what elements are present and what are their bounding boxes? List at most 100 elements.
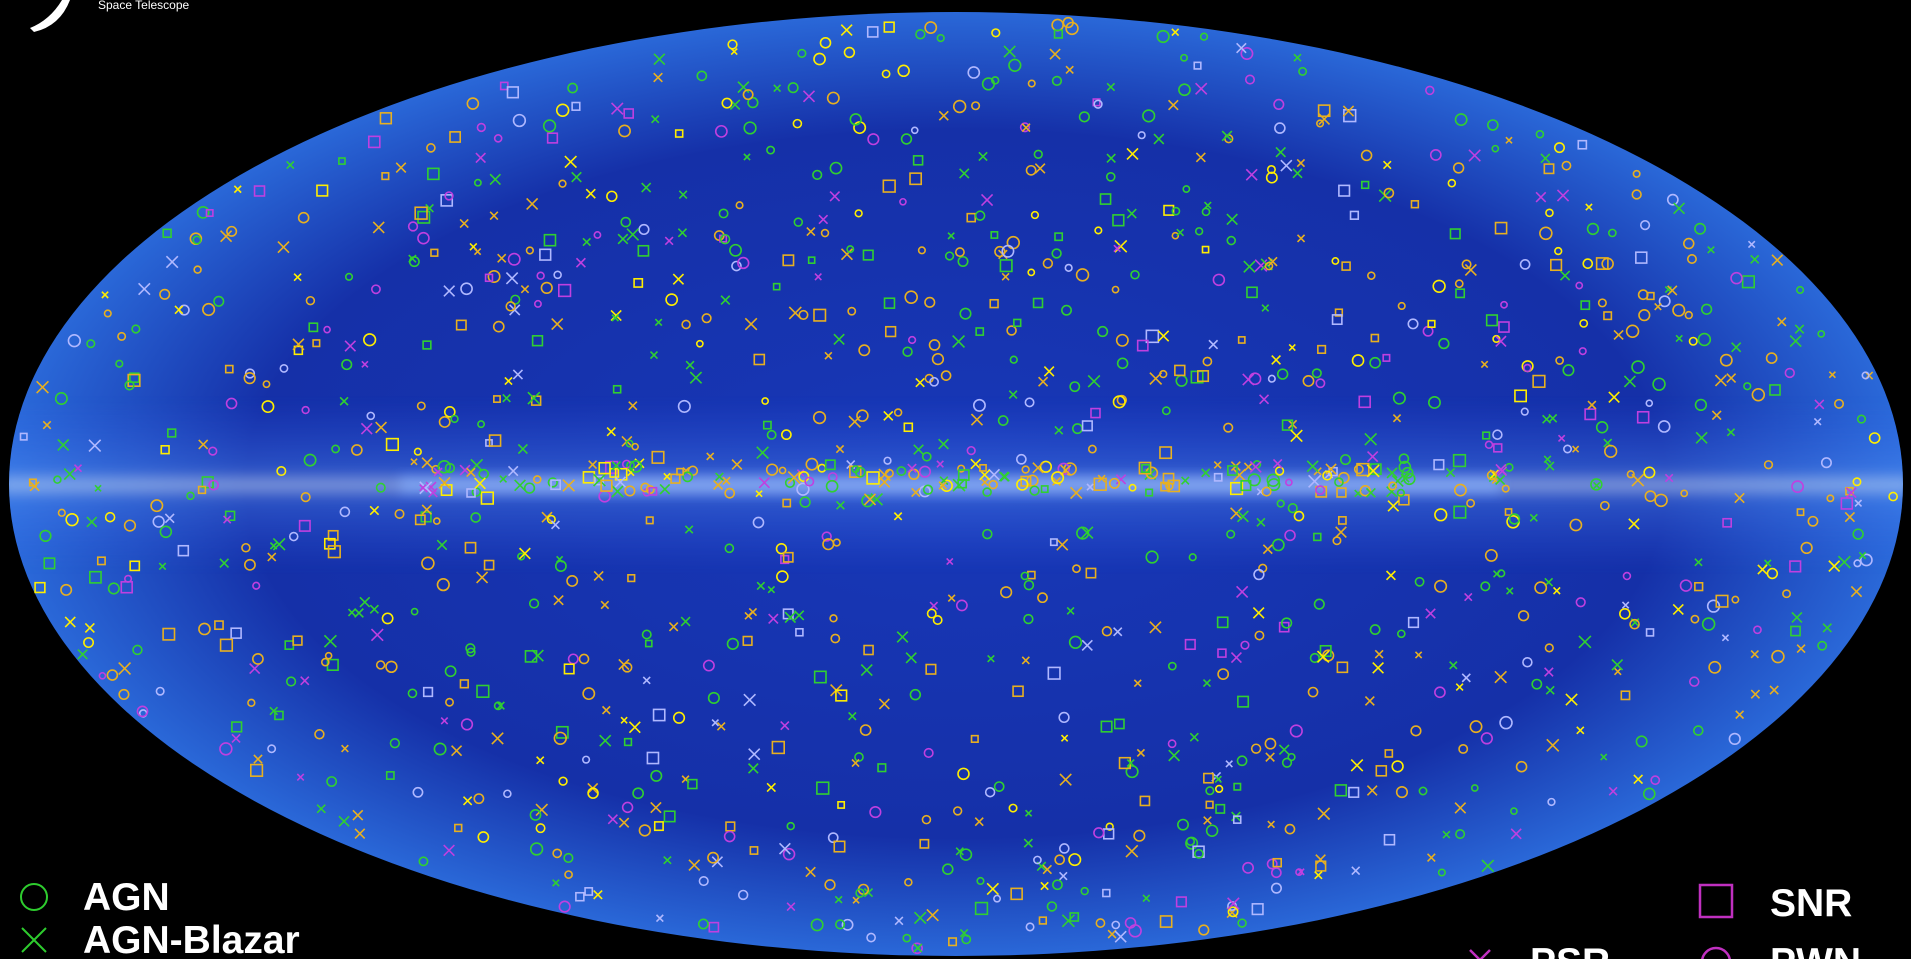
source-marker [1167,661,1177,671]
source-marker [778,466,787,475]
source-marker [476,571,489,584]
source-marker [1492,429,1503,440]
source-marker [929,376,940,387]
source-marker [820,228,830,238]
source-marker [1315,378,1326,389]
source-marker [1597,298,1607,308]
source-marker [1273,98,1285,110]
source-marker [986,882,1000,896]
source-marker [1686,254,1697,264]
source-marker [1042,864,1053,875]
source-marker [1116,394,1128,406]
source-marker [707,851,720,864]
source-marker [201,476,214,489]
source-marker [1093,477,1107,491]
source-marker [1316,650,1330,664]
source-marker [1510,828,1522,840]
source-marker [381,612,394,625]
source-marker [743,693,757,707]
source-marker [433,742,447,756]
source-marker [1854,499,1863,508]
source-marker [1205,800,1214,809]
source-marker [742,89,754,101]
source-marker [900,133,913,145]
source-marker [1102,888,1111,898]
source-marker [866,471,880,485]
source-marker [1800,541,1813,555]
source-marker [1545,461,1555,471]
source-marker [94,484,102,492]
source-marker [354,608,364,618]
source-marker [1629,618,1640,630]
source-marker [593,570,604,581]
source-marker [925,663,937,675]
source-marker [473,178,482,187]
source-marker [922,484,934,495]
source-marker [625,439,634,448]
source-marker [698,875,709,887]
source-marker [504,376,513,386]
source-marker [440,194,454,207]
source-marker [1438,337,1450,350]
source-marker [1309,652,1320,664]
source-marker [1367,450,1379,463]
source-marker [1387,500,1400,512]
source-marker [375,660,386,670]
source-marker [894,916,904,926]
source-marker [535,803,549,817]
source-marker [83,637,95,649]
source-marker [588,460,598,470]
source-marker [1414,576,1425,587]
source-marker [1646,291,1655,301]
source-marker [124,380,135,391]
source-marker [162,627,176,641]
source-marker [1221,130,1233,142]
logo-text: Space Telescope [98,0,190,12]
source-marker [633,277,644,288]
source-marker [1280,617,1293,629]
source-marker [1047,666,1061,680]
source-marker [214,620,224,631]
source-marker [833,840,846,853]
source-marker [1240,640,1250,650]
legend-icon-psr [1469,949,1491,959]
source-marker [797,48,807,59]
source-marker [651,450,665,464]
source-marker [1500,300,1508,309]
source-marker [812,169,823,180]
source-marker [1202,356,1213,367]
source-marker [1315,854,1326,865]
source-marker [1366,464,1380,478]
source-marker [412,786,424,798]
source-marker [338,815,350,827]
source-marker [1030,210,1040,220]
source-marker [1452,162,1465,174]
source-marker [1233,782,1242,791]
source-marker [1289,724,1303,738]
source-marker [1087,444,1097,454]
source-marker [855,888,865,898]
source-marker [1453,505,1467,519]
source-marker [776,570,789,583]
source-marker [327,545,341,559]
source-marker [470,512,482,523]
source-marker [1227,906,1239,918]
source-marker [1495,474,1506,486]
source-marker [1033,855,1042,865]
source-marker [729,243,743,257]
source-marker [1701,617,1716,631]
source-marker [252,653,264,665]
source-marker [503,789,512,799]
source-marker [1053,29,1064,39]
source-marker [1001,272,1010,281]
source-marker [1491,144,1500,153]
source-marker [664,236,674,246]
source-marker [1418,786,1428,796]
source-marker [1137,131,1146,140]
source-marker [1015,453,1027,465]
source-marker [422,340,432,350]
source-marker [1051,248,1062,259]
source-marker [1182,185,1191,193]
source-marker [824,351,833,360]
source-marker [525,246,534,255]
